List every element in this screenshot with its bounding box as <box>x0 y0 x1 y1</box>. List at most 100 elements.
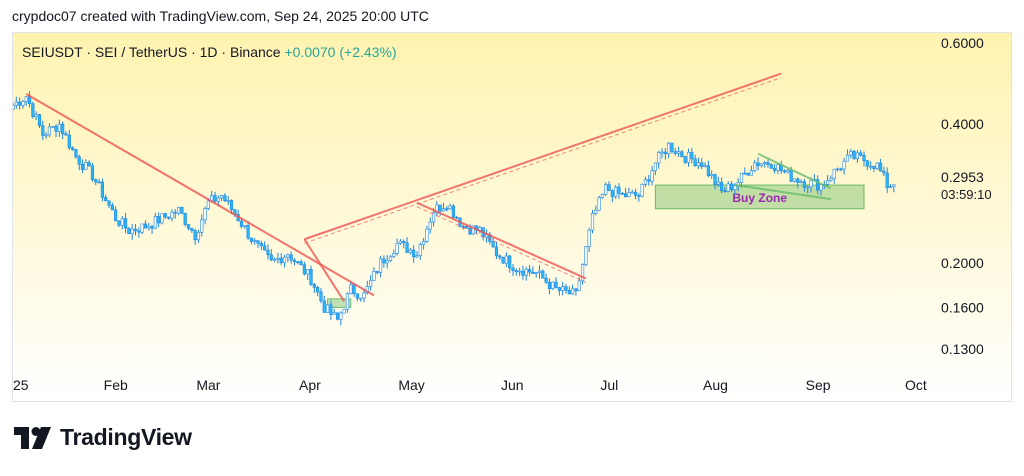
candle-body <box>24 96 28 102</box>
candle-body <box>706 165 710 176</box>
candle-body <box>766 162 770 165</box>
candle-body <box>71 147 75 150</box>
candle-body <box>799 181 803 183</box>
candle-body <box>680 151 684 157</box>
price-chart[interactable]: 0.6000 0.4000 0.2000 0.1600 0.1300 25 Feb Mar Ap… <box>13 33 1011 401</box>
buy-zone-label: Buy Zone <box>732 191 787 205</box>
candle-body <box>57 123 61 132</box>
candle-body <box>859 152 863 156</box>
candle-body <box>643 179 648 185</box>
candle-body <box>498 255 502 258</box>
candle-body <box>34 114 38 117</box>
candle-body <box>577 280 581 292</box>
chart-author-header: crypdoc07 created with TradingView.com, … <box>12 8 429 24</box>
candle-body <box>405 242 409 253</box>
candle-body <box>408 249 412 253</box>
candle-body <box>372 271 376 281</box>
symbol-change: +0.0070 (+2.43%) <box>284 44 397 60</box>
candle-body <box>686 152 691 163</box>
candle-body <box>670 142 674 152</box>
candle-body <box>564 286 568 291</box>
candle-body <box>94 179 98 183</box>
candle-body <box>773 168 777 171</box>
candle-body <box>465 226 469 229</box>
candle-body <box>77 156 81 165</box>
candle-body <box>620 193 624 195</box>
candle-body <box>243 225 247 227</box>
candle-body <box>41 125 45 136</box>
candle-body <box>710 174 714 176</box>
candle-body <box>594 209 598 214</box>
candle-body <box>869 165 873 168</box>
candle-body <box>31 103 35 117</box>
candle-body <box>855 152 859 160</box>
chart-background <box>13 33 1011 401</box>
candle-body <box>809 180 813 188</box>
candle-body <box>183 213 187 225</box>
y-tick-label: 0.4000 <box>941 116 984 132</box>
candle-body <box>647 179 651 182</box>
candle-body <box>87 162 91 167</box>
candle-body <box>316 287 320 293</box>
candle-body <box>107 200 111 206</box>
candle-body <box>759 163 763 166</box>
x-tick-label: Feb <box>104 377 128 393</box>
candle-body <box>567 290 571 295</box>
candle-body <box>114 209 118 222</box>
candle-body <box>21 101 25 106</box>
candle-body <box>223 195 227 202</box>
candle-body <box>438 204 442 212</box>
x-tick-label: Jun <box>501 377 524 393</box>
trendline <box>416 201 587 280</box>
candle-body <box>64 133 68 136</box>
candle-body <box>140 223 144 233</box>
candle-body <box>531 271 535 274</box>
candle-body <box>825 180 830 185</box>
candle-body <box>339 312 343 320</box>
candle-body <box>845 154 850 162</box>
candle-body <box>657 152 661 164</box>
x-tick-label: Oct <box>905 377 927 393</box>
candle-body <box>388 256 393 262</box>
candle-body <box>110 204 114 211</box>
trendline <box>757 152 832 190</box>
chart-panel[interactable]: 0.6000 0.4000 0.2000 0.1600 0.1300 25 Feb Mar Ap… <box>12 32 1012 402</box>
candle-body <box>720 181 724 192</box>
candle-body <box>739 172 744 183</box>
candle-body <box>263 245 267 251</box>
candle-body <box>653 162 658 172</box>
y-tick-label: 0.1300 <box>941 341 984 357</box>
candle-body <box>375 271 379 273</box>
candle-body <box>362 292 366 299</box>
candle-body <box>802 181 807 188</box>
candle-body <box>769 164 773 169</box>
trendline <box>734 184 832 201</box>
candle-body <box>763 162 767 165</box>
candle-body <box>693 158 697 167</box>
candle-body <box>534 272 538 274</box>
candle-body <box>878 162 883 172</box>
candle-body <box>455 216 459 219</box>
candle-body <box>514 270 518 272</box>
candle-body <box>614 186 618 197</box>
candle-body <box>193 230 197 241</box>
candle-body <box>84 162 88 170</box>
x-tick-label: Sep <box>806 377 831 393</box>
candle-body <box>13 104 15 110</box>
candle-body <box>127 227 131 235</box>
candle-body <box>369 280 373 287</box>
tradingview-logo[interactable]: TradingView <box>14 424 192 451</box>
candle-body <box>713 174 717 185</box>
candle-body <box>200 219 204 233</box>
candle-body <box>402 241 406 244</box>
candle-body <box>786 170 790 173</box>
candle-body <box>518 270 522 273</box>
candle-body <box>133 228 138 232</box>
tradingview-wordmark: TradingView <box>60 424 192 450</box>
y-tick-label: 0.1600 <box>941 299 984 315</box>
candle-body <box>325 304 330 313</box>
candle-body <box>650 170 654 182</box>
candle-body <box>74 149 78 158</box>
candle-body <box>176 206 181 214</box>
candle-body <box>733 185 737 190</box>
